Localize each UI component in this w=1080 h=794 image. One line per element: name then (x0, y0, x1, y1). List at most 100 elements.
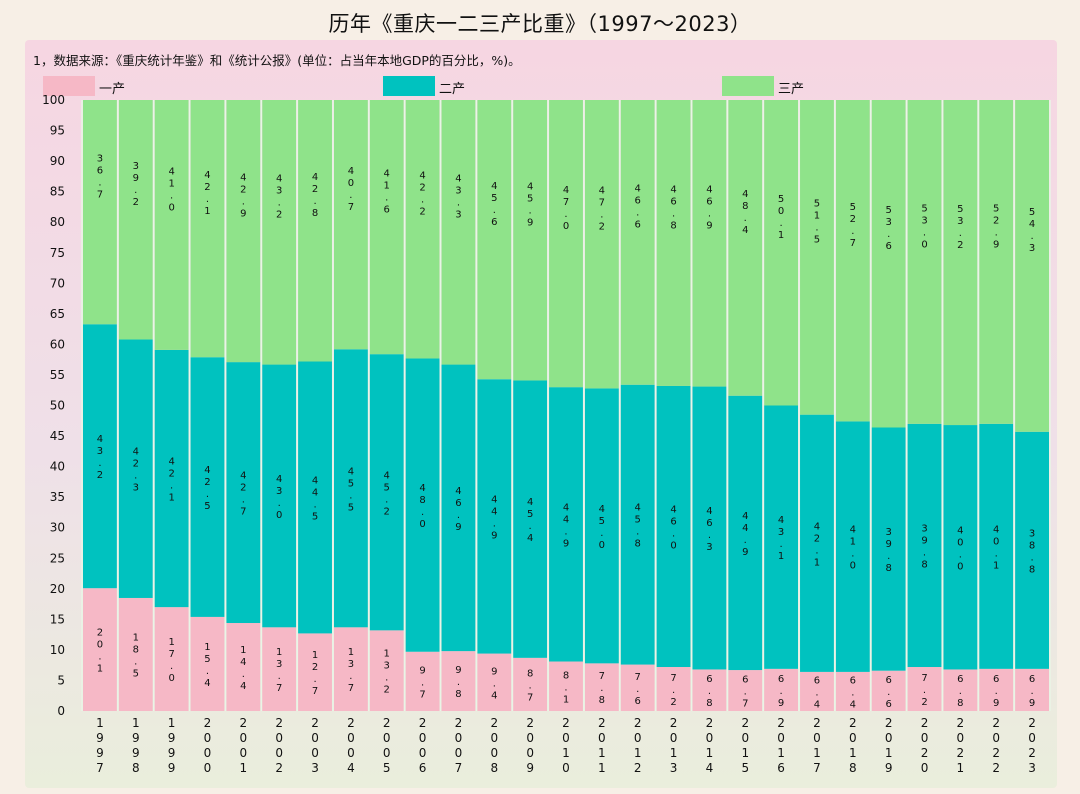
legend-swatch-tertiary (722, 76, 774, 96)
data-label: 6.8 (957, 674, 963, 709)
bar-segment-primary (405, 651, 440, 711)
bar-segment-primary (1015, 668, 1049, 711)
bar-segment-primary (118, 597, 153, 711)
y-tick-label: 70 (50, 276, 65, 290)
bar-segment-tertiary (943, 100, 978, 426)
bar-segment-primary (190, 616, 225, 711)
bar-segment-tertiary (190, 100, 225, 358)
bar-segment-secondary (835, 421, 870, 672)
bar-segment-tertiary (584, 100, 619, 389)
bar-segment-primary (800, 671, 834, 711)
bar-segment-tertiary (477, 100, 512, 380)
bar-segment-primary (369, 630, 404, 711)
data-label: 7.2 (921, 673, 927, 708)
data-label: 6.9 (1029, 674, 1035, 709)
bar-segment-secondary (692, 386, 727, 670)
data-label: 8.1 (563, 670, 569, 705)
y-tick-label: 45 (50, 429, 65, 443)
y-tick-label: 50 (50, 399, 65, 413)
y-tick-label: 15 (50, 612, 65, 626)
bar-segment-primary (333, 627, 368, 711)
bar-segment-secondary (298, 361, 332, 634)
bar-segment-secondary (154, 349, 189, 608)
y-tick-label: 10 (50, 643, 65, 657)
data-label: 7.6 (635, 672, 641, 707)
data-label: 6.8 (706, 674, 712, 709)
data-label: 6.4 (814, 675, 820, 710)
bar-segment-secondary (979, 423, 1014, 669)
bar-segment-secondary (369, 354, 404, 631)
y-tick-label: 60 (50, 337, 65, 351)
legend-label-primary: 一产 (99, 82, 126, 97)
data-label: 6.4 (850, 675, 856, 710)
y-tick-label: 25 (50, 551, 65, 565)
bar-segment-primary (298, 633, 332, 711)
legend-swatch-primary (43, 76, 95, 96)
bar-segment-tertiary (262, 100, 297, 365)
bar-segment-secondary (620, 384, 655, 665)
bar-segment-tertiary (800, 100, 834, 415)
bar-segment-tertiary (369, 100, 404, 355)
bar-segment-primary (907, 667, 942, 711)
bar-segment-secondary (405, 358, 440, 652)
data-label: 8.7 (527, 668, 533, 703)
bar-segment-tertiary (118, 100, 153, 340)
bar-segment-primary (584, 663, 619, 711)
bar-segment-primary (764, 668, 799, 711)
y-tick-label: 0 (57, 704, 65, 718)
bar-segment-secondary (728, 395, 763, 671)
y-tick-label: 75 (50, 246, 65, 260)
chart-subtitle: 1，数据来源：《重庆统计年鉴》和《统计公报》(单位：占当年本地GDP的百分比，%… (33, 53, 521, 68)
bar-segment-primary (83, 588, 117, 711)
bar-segment-secondary (656, 385, 691, 668)
bar-segment-primary (943, 669, 978, 711)
bar-segment-secondary (118, 339, 153, 598)
bar-segment-tertiary (298, 100, 332, 362)
